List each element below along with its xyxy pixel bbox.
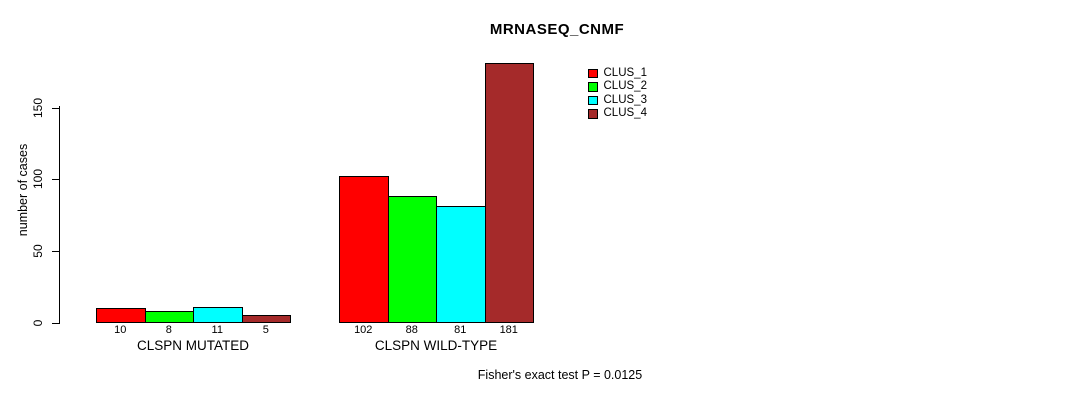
fisher-test-annotation: Fisher's exact test P = 0.0125	[477, 368, 643, 382]
legend-swatch-clus_4	[588, 109, 598, 119]
bar-value-label: 10	[114, 324, 127, 336]
legend-swatch-clus_2	[588, 82, 598, 92]
y-axis-tick-label: 0	[31, 319, 45, 326]
bar-value-label: 102	[354, 324, 373, 336]
bar-value-label: 11	[211, 324, 223, 336]
legend-label: CLUS_3	[603, 93, 647, 106]
y-axis-tick-label: 50	[31, 244, 45, 258]
bar-clus_1	[96, 308, 146, 324]
y-axis-tick-label: 100	[31, 169, 45, 190]
bar-value-label: 5	[262, 324, 269, 336]
legend-item: CLUS_4	[588, 107, 647, 121]
y-axis-line	[59, 106, 60, 324]
legend-label: CLUS_4	[603, 107, 647, 120]
bar-value-label: 8	[165, 324, 172, 336]
chart-title: MRNASEQ_CNMF	[489, 21, 625, 38]
category-label: CLSPN MUTATED	[136, 338, 249, 353]
y-axis-tick	[52, 107, 59, 109]
y-axis-label: number of cases	[16, 143, 30, 237]
legend-swatch-clus_3	[588, 95, 598, 106]
category-label: CLSPN WILD-TYPE	[374, 338, 498, 353]
bar-value-label: 181	[499, 324, 518, 336]
bar-clus_2	[387, 196, 437, 324]
legend-swatch-clus_1	[588, 68, 598, 79]
legend-label: CLUS_2	[603, 80, 647, 93]
legend-item: CLUS_1	[588, 67, 647, 81]
legend-label: CLUS_1	[603, 66, 647, 79]
bar-clus_4	[484, 63, 534, 324]
y-axis-tick	[52, 179, 59, 181]
y-axis-tick	[52, 322, 59, 324]
bar-clus_2	[144, 311, 194, 324]
bar-value-label: 81	[454, 324, 467, 336]
bar-clus_3	[436, 206, 486, 324]
bar-clus_3	[193, 306, 243, 324]
legend-item: CLUS_3	[588, 94, 647, 108]
bar-clus_1	[339, 176, 389, 324]
bar-clus_4	[241, 315, 291, 324]
legend-item: CLUS_2	[588, 80, 647, 94]
y-axis-tick	[52, 250, 59, 252]
y-axis-tick-label: 150	[31, 97, 45, 118]
bar-value-label: 88	[405, 324, 418, 336]
